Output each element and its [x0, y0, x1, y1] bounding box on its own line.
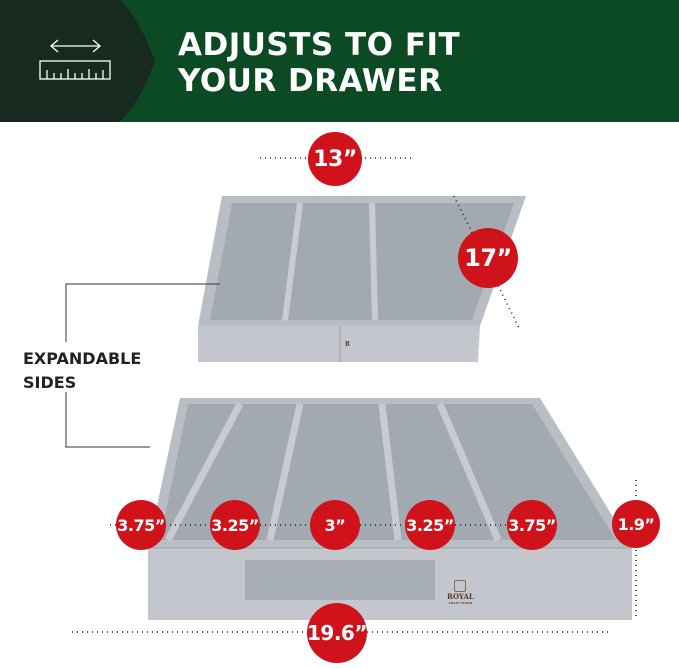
ruler-with-arrow-icon [39, 39, 111, 80]
badge-compartment-3: 3” [310, 500, 360, 550]
expandable-label-line1: EXPANDABLE [23, 349, 142, 368]
title-line-1: ADJUSTS TO FIT [178, 27, 461, 63]
title-line-2: YOUR DRAWER [178, 63, 443, 99]
badge-width-expanded: 19.6” [307, 603, 368, 663]
badge-depth-closed: 17” [458, 228, 518, 288]
badge-compartment-2: 3.25” [210, 500, 260, 550]
brand-sub: CRAFT WOOD [448, 601, 473, 605]
product-illustration [65, 157, 637, 633]
closed-tray [198, 196, 526, 362]
expandable-sides-callout [65, 283, 220, 448]
brand-name: ROYAL [447, 592, 474, 601]
expandable-sides-label: EXPANDABLE SIDES [23, 347, 141, 395]
badge-compartment-1: 3.75” [116, 500, 166, 550]
brand-logo-small: R [345, 341, 350, 348]
badge-width-closed: 13” [308, 132, 362, 186]
brand-logo: ROYAL CRAFT WOOD [447, 580, 474, 605]
expandable-label-line2: SIDES [23, 373, 77, 392]
badge-compartment-4: 3.25” [405, 500, 455, 550]
header-banner: ADJUSTS TO FIT YOUR DRAWER [0, 0, 679, 122]
page-title: ADJUSTS TO FIT YOUR DRAWER [178, 27, 460, 99]
icon-panel [0, 0, 155, 122]
badge-height: 1.9” [612, 500, 660, 548]
badge-compartment-5: 3.75” [507, 500, 557, 550]
